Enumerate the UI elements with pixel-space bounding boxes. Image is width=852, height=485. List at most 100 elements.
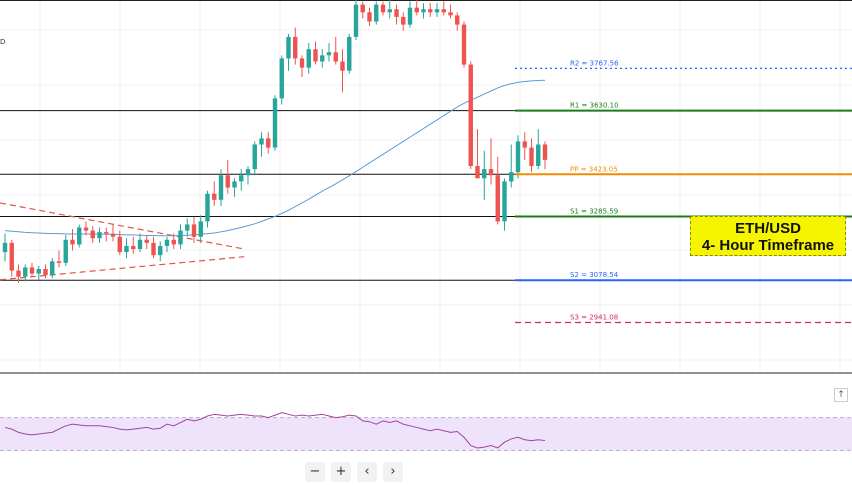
candle-body	[9, 242, 14, 271]
candle-body	[212, 193, 217, 200]
candle-body	[104, 232, 109, 234]
chart-nav-bar: − + ‹ ›	[305, 462, 403, 482]
candle-body	[239, 175, 244, 182]
candles	[2, 0, 548, 283]
pivot-label-pp: PP = 3423.05	[570, 165, 618, 173]
candle-body	[380, 4, 386, 13]
candle-body	[36, 269, 41, 274]
pivot-label-s1: S1 = 3285.59	[570, 208, 618, 216]
candle-body	[164, 239, 170, 246]
moving-average	[4, 79, 546, 237]
trendlines	[0, 202, 245, 281]
candle-body	[131, 245, 136, 250]
candle-body	[468, 64, 473, 167]
candle-body	[522, 141, 527, 148]
candle-body	[185, 224, 190, 231]
candle-body	[502, 181, 507, 222]
pivot-label-r1: R1 = 3630.10	[570, 102, 619, 110]
candle-body	[178, 230, 183, 245]
candle-body	[218, 175, 224, 200]
candle-body	[306, 49, 311, 68]
candle-body	[29, 267, 35, 274]
candle-body	[333, 52, 338, 62]
candle-body	[299, 58, 305, 68]
candle-body	[353, 4, 359, 37]
candle-body	[63, 239, 68, 263]
candle-body	[205, 193, 210, 222]
candle-body	[83, 227, 89, 231]
candle-body	[347, 36, 352, 71]
candle-body	[2, 242, 8, 253]
axis-letter: D	[0, 38, 6, 46]
candle-body	[434, 9, 440, 13]
candle-body	[475, 166, 480, 179]
zoom-out-button[interactable]: −	[305, 462, 325, 482]
candle-body	[272, 98, 278, 148]
candle-body	[110, 233, 116, 237]
pivot-label-s3: S3 = 2941.08	[570, 313, 618, 321]
candle-body	[455, 15, 460, 25]
candle-body	[428, 9, 433, 13]
pivot-levels: R2 = 3767.56 R1 = 3630.10 PP = 3423.05 S1 =…	[515, 59, 852, 324]
candle-body	[387, 9, 392, 13]
candle-body	[266, 138, 271, 148]
candle-body	[313, 49, 318, 62]
timeframe-title-period: 4- Hour Timeframe	[701, 237, 835, 254]
candle-body	[320, 55, 325, 62]
trendline-upper	[0, 202, 245, 250]
candle-body	[360, 4, 365, 13]
candle-body	[144, 239, 149, 243]
candle-body	[124, 245, 129, 253]
candle-body	[394, 9, 399, 17]
candle-body	[225, 175, 230, 188]
candle-body	[151, 242, 156, 256]
rsi-band	[0, 417, 852, 451]
candle-body	[448, 12, 453, 16]
candle-body	[232, 181, 237, 188]
candle-body	[367, 12, 372, 22]
candle-body	[198, 221, 203, 237]
candle-body	[374, 4, 379, 22]
candle-body	[252, 144, 257, 170]
candle-body	[245, 169, 251, 176]
pivot-label-r2: R2 = 3767.56	[570, 59, 619, 67]
candle-body	[407, 7, 413, 25]
candle-body	[421, 9, 426, 13]
candle-body	[43, 269, 48, 276]
candle-body	[401, 16, 406, 25]
scroll-up-button[interactable]: ↑	[834, 388, 848, 402]
candle-body	[441, 9, 446, 13]
candle-body	[191, 224, 197, 237]
pivot-label-s2: S2 = 3078.54	[570, 271, 619, 279]
candle-body	[495, 175, 500, 222]
candle-body	[509, 172, 514, 182]
rsi-panel	[0, 412, 852, 451]
trendline-lower	[0, 256, 245, 281]
candle-body	[293, 36, 298, 59]
timeframe-title-pair: ETH/USD	[735, 220, 801, 237]
candle-body	[340, 61, 345, 71]
rsi-line	[4, 412, 546, 449]
candle-body	[286, 36, 291, 59]
candle-body	[23, 267, 28, 277]
candle-body	[16, 270, 21, 277]
chart-grid	[0, 0, 852, 374]
timeframe-label: ETH/USD 4- Hour Timeframe	[690, 216, 846, 256]
candle-body	[326, 52, 332, 56]
zoom-in-button[interactable]: +	[331, 462, 351, 482]
candle-body	[56, 261, 62, 263]
candle-body	[117, 236, 122, 253]
scroll-left-button[interactable]: ‹	[357, 462, 377, 482]
candle-body	[536, 144, 541, 167]
candle-body	[279, 58, 284, 99]
candle-body	[461, 24, 467, 65]
moving-average-line	[4, 79, 546, 237]
candle-body	[482, 169, 487, 179]
scroll-right-button[interactable]: ›	[383, 462, 403, 482]
candle-body	[97, 232, 102, 239]
candle-body	[259, 138, 264, 145]
candle-body	[488, 169, 494, 176]
candle-body	[137, 239, 143, 250]
candle-body	[158, 245, 163, 256]
